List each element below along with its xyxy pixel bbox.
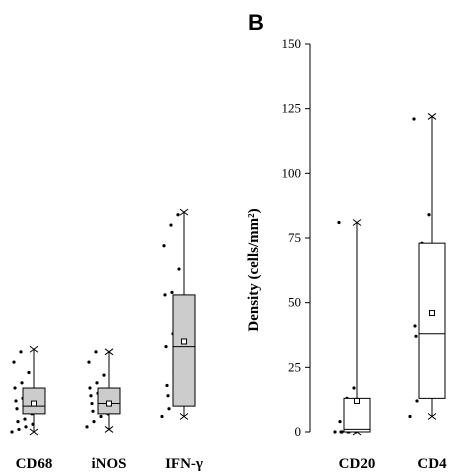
- panel-a-cd68-point: [24, 425, 28, 429]
- panel-a-inos-label: iNOS: [91, 456, 126, 472]
- panel-a-ifn-whisker-end: [179, 413, 189, 420]
- y-tick-label: 100: [282, 165, 302, 180]
- panel-a-cd68-label: CD68: [16, 456, 53, 472]
- y-tick-label: 125: [282, 101, 302, 116]
- panel-a-ifn-point: [163, 293, 167, 297]
- panel-b-cd20-whisker-end: [352, 219, 362, 226]
- panel-b-cd4-point: [414, 334, 418, 338]
- panel-a-cd68-point: [20, 381, 24, 385]
- y-axis-title: Density (cells/mm²): [246, 208, 262, 331]
- panel-b-cd20-point: [337, 220, 341, 225]
- panel-a-ifn-point: [176, 213, 180, 217]
- panel-a-inos-whisker-end: [104, 348, 114, 356]
- y-tick-label: 75: [288, 230, 301, 245]
- panel-b-cd20-point: [333, 430, 337, 434]
- panel-a-inos-whisker-end: [104, 426, 114, 433]
- panel-a-inos-point: [102, 373, 106, 377]
- panel-a-inos-point: [95, 381, 99, 385]
- panel-b-cd4-point: [408, 414, 412, 419]
- panel-b-cd20-point: [352, 386, 356, 390]
- panel-a-inos-point: [89, 394, 93, 398]
- panel-a-cd68-point: [19, 350, 23, 354]
- panel-a-cd68-point: [16, 420, 20, 424]
- panel-a-inos-point: [94, 350, 98, 354]
- panel-a-cd68-point: [10, 430, 14, 434]
- panel-a-inos-point: [85, 425, 89, 429]
- y-tick-label: 25: [288, 359, 301, 374]
- panel-a-plot: CD68 iNOS IFN-γ: [10, 208, 203, 472]
- panel-a-cd68-point: [23, 417, 27, 421]
- panel-b-cd4-point: [427, 213, 431, 217]
- panel-a-inos-point: [92, 420, 96, 424]
- panel-a-ifn-point: [170, 290, 174, 294]
- panel-a-cd68-point: [14, 399, 18, 403]
- panel-a-ifn-point: [160, 414, 164, 419]
- panel-a-inos-point: [90, 401, 94, 406]
- panel-a-ifn-point: [167, 407, 171, 411]
- panel-b-cd20-box: [343, 397, 371, 433]
- panel-b-cd4-point: [413, 324, 417, 328]
- panel-a-ifn-point: [166, 394, 170, 398]
- panel-a-ifn-label: IFN-γ: [165, 456, 203, 472]
- panel-a-cd68-point: [13, 386, 17, 390]
- panel-a-cd68-point: [27, 370, 31, 375]
- panel-b-plot: B Density (cells/mm²) 0 25 50 75 100 125 150 CD…: [246, 10, 447, 472]
- panel-a-cd68-point: [17, 427, 21, 432]
- panel-b-cd20-mean: [354, 397, 360, 404]
- panel-b-cd20-point: [339, 430, 343, 434]
- panel-b-cd4-point: [415, 399, 419, 403]
- panel-b-cd4-label: CD4: [417, 456, 447, 472]
- panel-a-ifn-point: [169, 223, 173, 227]
- panel-b-cd4-whisker-end: [427, 113, 437, 120]
- panel-a-inos-point: [87, 360, 91, 364]
- panel-a-cd68-mean: [31, 400, 37, 407]
- panel-a-cd68-point: [12, 360, 16, 364]
- panel-a-inos-point: [91, 409, 95, 413]
- panel-a-ifn-whisker-end: [179, 208, 189, 216]
- panel-b-cd20-point: [338, 420, 342, 424]
- panel-a-ifn-point: [177, 267, 181, 271]
- panel-a-cd68-whisker-end: [29, 428, 39, 436]
- panel-a-ifn-mean: [181, 338, 187, 345]
- panel-a-ifn-box: [172, 294, 196, 407]
- panel-a-ifn-point: [164, 345, 168, 349]
- panel-b-cd4-whisker-end: [427, 413, 437, 420]
- y-tick-label: 50: [288, 295, 301, 310]
- panel-a-cd68-whisker-end: [29, 345, 39, 353]
- panel-b-cd20-label: CD20: [339, 456, 376, 472]
- panel-b-cd4-box: [418, 242, 446, 399]
- panel-a-inos-mean: [106, 400, 112, 407]
- panel-a-ifn-point: [162, 244, 166, 248]
- y-tick-label: 150: [282, 36, 302, 51]
- panel-a-inos-point: [88, 386, 92, 390]
- panel-b-cd4-mean: [429, 310, 435, 317]
- panel-b-cd4-point: [412, 117, 416, 121]
- panel-a-ifn-point: [165, 383, 169, 388]
- panel-a-cd68-point: [15, 407, 19, 411]
- panel-a-inos-point: [99, 414, 103, 419]
- panel-letter-b: B: [248, 10, 264, 35]
- y-tick-label: 0: [295, 424, 302, 439]
